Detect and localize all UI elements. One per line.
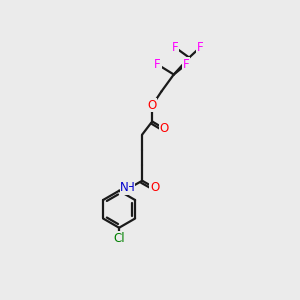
Text: F: F	[183, 58, 189, 71]
Text: F: F	[154, 58, 161, 71]
Text: O: O	[159, 122, 168, 135]
Text: H: H	[125, 181, 134, 194]
Text: O: O	[150, 181, 159, 194]
Text: F: F	[196, 41, 203, 54]
Text: F: F	[172, 41, 178, 54]
Text: O: O	[148, 99, 157, 112]
Text: N: N	[120, 181, 129, 194]
Text: Cl: Cl	[113, 232, 125, 245]
